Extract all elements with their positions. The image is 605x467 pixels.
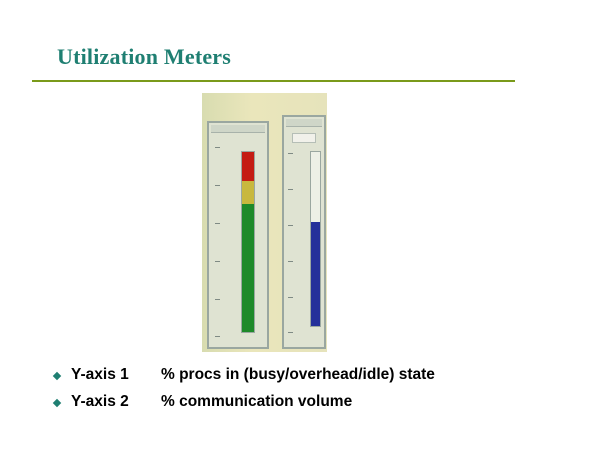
meter-titlebar [211, 125, 265, 133]
scale-tick [215, 261, 220, 262]
communication-scale [288, 153, 295, 333]
meter-label-box [292, 133, 316, 143]
scale-tick [288, 189, 293, 190]
scale-tick [215, 223, 220, 224]
scale-tick [288, 297, 293, 298]
utilization-meter-segment-idle [242, 152, 254, 181]
meter-titlebar [286, 119, 322, 127]
scale-tick [215, 185, 220, 186]
scale-tick [215, 299, 220, 300]
scale-tick [288, 261, 293, 262]
meters-screenshot [202, 93, 327, 352]
utilization-meter-window [207, 121, 269, 349]
scale-tick [288, 153, 293, 154]
communication-meter-window [282, 115, 326, 349]
utilization-bar-trough [241, 151, 255, 333]
scale-tick [215, 336, 220, 337]
bullet-text: % procs in (busy/overhead/idle) state [161, 366, 435, 383]
utilization-meter-segment-busy [242, 204, 254, 332]
bullet-key: Y-axis 2 [71, 393, 129, 410]
bullet-key: Y-axis 1 [71, 366, 129, 383]
scale-tick [288, 225, 293, 226]
scale-tick [215, 147, 220, 148]
diamond-bullet-icon [52, 371, 62, 381]
title-divider [32, 80, 515, 82]
utilization-scale [215, 147, 222, 337]
bullet-text: % communication volume [161, 393, 353, 410]
communication-meter-segment-volume [311, 221, 320, 326]
slide-title: Utilization Meters [57, 44, 232, 69]
communication-bar-trough [310, 151, 321, 327]
utilization-meter-segment-overhead [242, 180, 254, 205]
scale-tick [288, 332, 293, 333]
diamond-bullet-icon [52, 398, 62, 408]
